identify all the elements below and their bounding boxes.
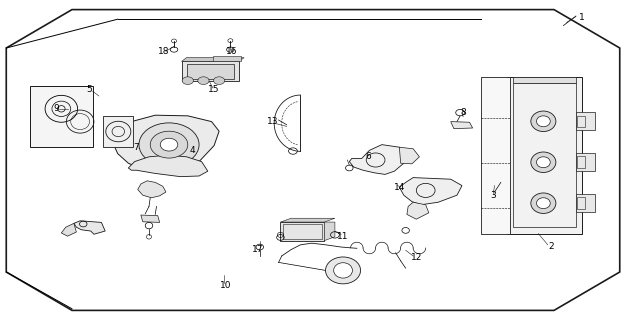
Text: 15: 15 — [208, 85, 220, 94]
Bar — [103, 116, 133, 147]
Bar — [213, 56, 241, 61]
Ellipse shape — [150, 131, 188, 158]
Ellipse shape — [198, 77, 209, 84]
Bar — [187, 64, 234, 79]
Polygon shape — [74, 221, 105, 234]
Text: 17: 17 — [252, 245, 264, 254]
Ellipse shape — [326, 257, 361, 284]
Polygon shape — [280, 218, 335, 222]
Bar — [513, 83, 576, 227]
Bar — [283, 224, 322, 239]
Polygon shape — [61, 223, 76, 236]
Bar — [481, 77, 510, 234]
Ellipse shape — [213, 77, 225, 84]
Text: 1: 1 — [579, 13, 585, 22]
Polygon shape — [451, 122, 473, 129]
Polygon shape — [407, 202, 429, 219]
Ellipse shape — [334, 263, 352, 278]
Polygon shape — [399, 178, 462, 205]
Polygon shape — [113, 115, 219, 173]
Bar — [507, 77, 582, 234]
Bar — [182, 61, 239, 81]
Polygon shape — [324, 222, 335, 241]
Ellipse shape — [531, 111, 556, 132]
Text: 16: 16 — [226, 47, 237, 56]
Text: 3: 3 — [490, 191, 496, 200]
Text: 9: 9 — [53, 104, 59, 113]
Text: 6: 6 — [365, 152, 371, 161]
Ellipse shape — [531, 193, 556, 213]
Ellipse shape — [531, 152, 556, 172]
Polygon shape — [138, 181, 166, 198]
Bar — [576, 112, 595, 130]
Ellipse shape — [536, 198, 550, 209]
Text: 10: 10 — [220, 281, 231, 290]
Ellipse shape — [139, 123, 199, 166]
Text: 13: 13 — [267, 117, 278, 126]
Bar — [577, 197, 585, 209]
Bar — [576, 153, 595, 171]
Polygon shape — [182, 58, 244, 61]
Polygon shape — [141, 215, 160, 222]
Ellipse shape — [536, 157, 550, 168]
Ellipse shape — [160, 138, 178, 151]
Text: 14: 14 — [394, 183, 405, 192]
Polygon shape — [349, 145, 407, 174]
Bar — [577, 116, 585, 127]
Ellipse shape — [182, 77, 193, 84]
Polygon shape — [128, 155, 208, 177]
Text: 18: 18 — [158, 47, 170, 56]
Ellipse shape — [536, 116, 550, 127]
Text: 11: 11 — [337, 232, 349, 241]
Text: 2: 2 — [548, 242, 553, 251]
Text: 4: 4 — [190, 146, 195, 155]
Polygon shape — [399, 147, 419, 164]
Text: 8: 8 — [460, 108, 466, 116]
Bar — [577, 156, 585, 168]
Bar — [30, 86, 93, 147]
Bar — [576, 194, 595, 212]
Polygon shape — [513, 77, 576, 83]
Text: 7: 7 — [133, 143, 140, 152]
Text: 5: 5 — [86, 85, 93, 94]
Bar — [280, 222, 324, 241]
Text: 12: 12 — [411, 253, 422, 262]
